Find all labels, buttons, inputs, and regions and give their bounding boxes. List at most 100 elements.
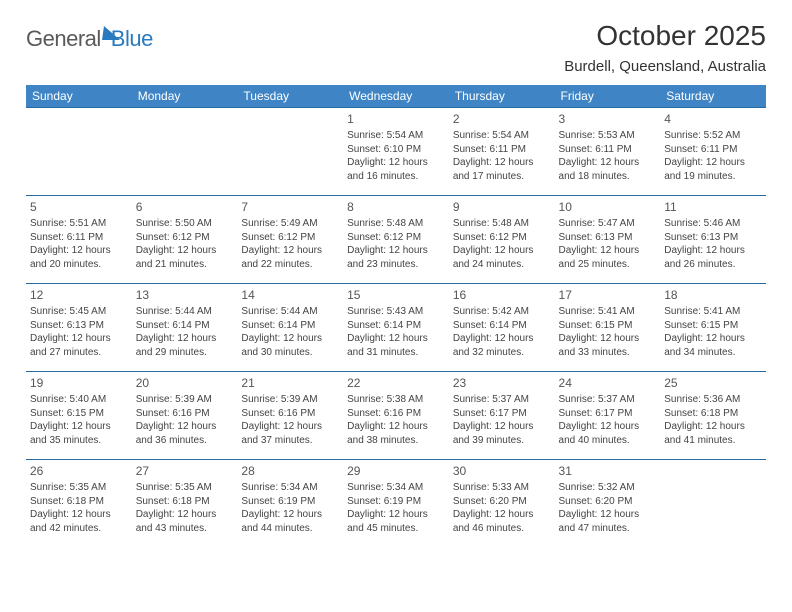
col-tuesday: Tuesday xyxy=(237,85,343,108)
day-number: 16 xyxy=(453,287,551,303)
sunrise-line: Sunrise: 5:44 AM xyxy=(241,305,339,319)
sunset-line: Sunset: 6:14 PM xyxy=(136,319,234,333)
daylight-line: Daylight: 12 hours and 26 minutes. xyxy=(664,244,762,271)
day-number: 29 xyxy=(347,463,445,479)
day-cell: 12Sunrise: 5:45 AMSunset: 6:13 PMDayligh… xyxy=(26,284,132,372)
sunset-line: Sunset: 6:17 PM xyxy=(559,407,657,421)
sunrise-line: Sunrise: 5:35 AM xyxy=(136,481,234,495)
daylight-line: Daylight: 12 hours and 22 minutes. xyxy=(241,244,339,271)
logo: General Blue xyxy=(26,20,153,52)
daylight-line: Daylight: 12 hours and 41 minutes. xyxy=(664,420,762,447)
sunset-line: Sunset: 6:12 PM xyxy=(136,231,234,245)
day-number: 19 xyxy=(30,375,128,391)
sunrise-line: Sunrise: 5:38 AM xyxy=(347,393,445,407)
day-cell: 18Sunrise: 5:41 AMSunset: 6:15 PMDayligh… xyxy=(660,284,766,372)
sunrise-line: Sunrise: 5:42 AM xyxy=(453,305,551,319)
day-cell: 5Sunrise: 5:51 AMSunset: 6:11 PMDaylight… xyxy=(26,196,132,284)
day-number: 25 xyxy=(664,375,762,391)
sunset-line: Sunset: 6:14 PM xyxy=(453,319,551,333)
day-cell: 16 Sunrise: 5:42 AMSunset: 6:14 PMDayligh… xyxy=(449,284,555,372)
day-number: 1 xyxy=(347,111,445,127)
day-number: 17 xyxy=(559,287,657,303)
sunset-line: Sunset: 6:13 PM xyxy=(664,231,762,245)
daylight-line: Daylight: 12 hours and 44 minutes. xyxy=(241,508,339,535)
day-cell: 1Sunrise: 5:54 AMSunset: 6:10 PMDaylight… xyxy=(343,108,449,196)
day-number: 2 xyxy=(453,111,551,127)
col-sunday: Sunday xyxy=(26,85,132,108)
daylight-line: Daylight: 12 hours and 19 minutes. xyxy=(664,156,762,183)
day-cell: 29Sunrise: 5:34 AMSunset: 6:19 PMDayligh… xyxy=(343,460,449,548)
calendar-row: 5Sunrise: 5:51 AMSunset: 6:11 PMDaylight… xyxy=(26,196,766,284)
sunrise-line: Sunrise: 5:54 AM xyxy=(347,129,445,143)
day-cell: 24Sunrise: 5:37 AMSunset: 6:17 PMDayligh… xyxy=(555,372,661,460)
day-cell: 19Sunrise: 5:40 AMSunset: 6:15 PMDayligh… xyxy=(26,372,132,460)
title-block: October 2025 Burdell, Queensland, Austra… xyxy=(564,20,766,75)
daylight-line: Daylight: 12 hours and 43 minutes. xyxy=(136,508,234,535)
day-number: 18 xyxy=(664,287,762,303)
day-number: 7 xyxy=(241,199,339,215)
sunset-line: Sunset: 6:12 PM xyxy=(347,231,445,245)
sunset-line: Sunset: 6:11 PM xyxy=(453,143,551,157)
day-cell: 9Sunrise: 5:48 AMSunset: 6:12 PMDaylight… xyxy=(449,196,555,284)
sunset-line: Sunset: 6:16 PM xyxy=(347,407,445,421)
day-cell: 15Sunrise: 5:43 AMSunset: 6:14 PMDayligh… xyxy=(343,284,449,372)
daylight-line: Daylight: 12 hours and 31 minutes. xyxy=(347,332,445,359)
day-number: 6 xyxy=(136,199,234,215)
header-row: Sunday Monday Tuesday Wednesday Thursday… xyxy=(26,85,766,108)
sunrise-line: Sunrise: 5:50 AM xyxy=(136,217,234,231)
daylight-line: Daylight: 12 hours and 38 minutes. xyxy=(347,420,445,447)
sunrise-line: Sunrise: 5:48 AM xyxy=(347,217,445,231)
calendar-row: 1Sunrise: 5:54 AMSunset: 6:10 PMDaylight… xyxy=(26,108,766,196)
day-cell: 20Sunrise: 5:39 AMSunset: 6:16 PMDayligh… xyxy=(132,372,238,460)
sunset-line: Sunset: 6:18 PM xyxy=(30,495,128,509)
day-cell: 21Sunrise: 5:39 AMSunset: 6:16 PMDayligh… xyxy=(237,372,343,460)
calendar-row: 12Sunrise: 5:45 AMSunset: 6:13 PMDayligh… xyxy=(26,284,766,372)
daylight-line: Daylight: 12 hours and 32 minutes. xyxy=(453,332,551,359)
sunrise-line: Sunrise: 5:43 AM xyxy=(347,305,445,319)
sunrise-line: Sunrise: 5:52 AM xyxy=(664,129,762,143)
col-thursday: Thursday xyxy=(449,85,555,108)
sunset-line: Sunset: 6:15 PM xyxy=(30,407,128,421)
day-cell: 25Sunrise: 5:36 AMSunset: 6:18 PMDayligh… xyxy=(660,372,766,460)
logo-triangle-icon xyxy=(102,26,122,40)
day-number: 22 xyxy=(347,375,445,391)
location: Burdell, Queensland, Australia xyxy=(564,58,766,75)
sunset-line: Sunset: 6:17 PM xyxy=(453,407,551,421)
sunset-line: Sunset: 6:11 PM xyxy=(559,143,657,157)
col-wednesday: Wednesday xyxy=(343,85,449,108)
sunset-line: Sunset: 6:13 PM xyxy=(30,319,128,333)
sunset-line: Sunset: 6:16 PM xyxy=(241,407,339,421)
daylight-line: Daylight: 12 hours and 24 minutes. xyxy=(453,244,551,271)
sunrise-line: Sunrise: 5:39 AM xyxy=(241,393,339,407)
daylight-line: Daylight: 12 hours and 39 minutes. xyxy=(453,420,551,447)
sunset-line: Sunset: 6:15 PM xyxy=(559,319,657,333)
daylight-line: Daylight: 12 hours and 37 minutes. xyxy=(241,420,339,447)
sunrise-line: Sunrise: 5:53 AM xyxy=(559,129,657,143)
daylight-line: Daylight: 12 hours and 33 minutes. xyxy=(559,332,657,359)
day-number: 11 xyxy=(664,199,762,215)
day-cell: 27Sunrise: 5:35 AMSunset: 6:18 PMDayligh… xyxy=(132,460,238,548)
logo-text-general: General xyxy=(26,26,101,52)
day-cell: 7Sunrise: 5:49 AMSunset: 6:12 PMDaylight… xyxy=(237,196,343,284)
day-cell: 14Sunrise: 5:44 AMSunset: 6:14 PMDayligh… xyxy=(237,284,343,372)
daylight-line: Daylight: 12 hours and 35 minutes. xyxy=(30,420,128,447)
sunrise-line: Sunrise: 5:41 AM xyxy=(664,305,762,319)
sunset-line: Sunset: 6:11 PM xyxy=(30,231,128,245)
day-cell: 10Sunrise: 5:47 AMSunset: 6:13 PMDayligh… xyxy=(555,196,661,284)
month-title: October 2025 xyxy=(564,20,766,52)
day-cell: 8Sunrise: 5:48 AMSunset: 6:12 PMDaylight… xyxy=(343,196,449,284)
day-number: 28 xyxy=(241,463,339,479)
sunrise-line: Sunrise: 5:44 AM xyxy=(136,305,234,319)
day-cell: 23Sunrise: 5:37 AMSunset: 6:17 PMDayligh… xyxy=(449,372,555,460)
day-number: 31 xyxy=(559,463,657,479)
col-friday: Friday xyxy=(555,85,661,108)
daylight-line: Daylight: 12 hours and 21 minutes. xyxy=(136,244,234,271)
day-number: 30 xyxy=(453,463,551,479)
daylight-line: Daylight: 12 hours and 17 minutes. xyxy=(453,156,551,183)
sunrise-line: Sunrise: 5:49 AM xyxy=(241,217,339,231)
day-number: 26 xyxy=(30,463,128,479)
daylight-line: Daylight: 12 hours and 27 minutes. xyxy=(30,332,128,359)
calendar-row: 19Sunrise: 5:40 AMSunset: 6:15 PMDayligh… xyxy=(26,372,766,460)
day-cell: 3Sunrise: 5:53 AMSunset: 6:11 PMDaylight… xyxy=(555,108,661,196)
day-number: 24 xyxy=(559,375,657,391)
